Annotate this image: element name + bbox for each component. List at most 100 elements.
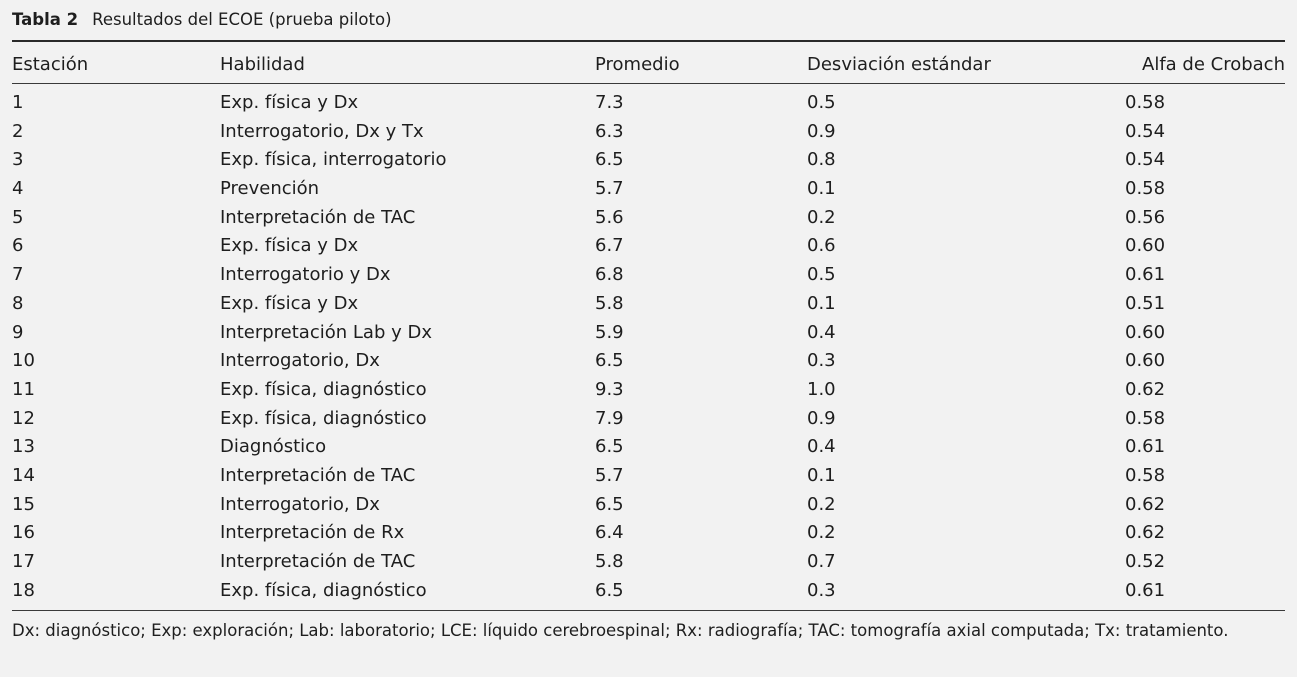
cell-promedio: 9.3 (595, 378, 624, 400)
cell-desviacion: 0.2 (807, 206, 836, 228)
cell-habilidad: Interrogatorio, Dx (220, 350, 380, 372)
cell-desviacion: 0.6 (807, 235, 836, 257)
cell-promedio: 6.4 (595, 522, 624, 544)
cell-habilidad: Exp. física, interrogatorio (220, 149, 447, 171)
cell-estacion: 15 (12, 493, 35, 515)
cell-alfa: 0.58 (1125, 92, 1166, 113)
cell-promedio: 6.5 (595, 436, 624, 458)
cell-desviacion: 0.1 (807, 178, 836, 200)
cell-desviacion: 0.7 (807, 551, 836, 572)
cell-estacion: 9 (12, 321, 24, 343)
cell-promedio: 5.7 (595, 178, 624, 200)
cell-estacion: 10 (12, 350, 35, 372)
cell-habilidad: Interpretación de TAC (220, 551, 416, 572)
cell-alfa: 0.60 (1125, 321, 1166, 343)
cell-desviacion: 0.4 (807, 321, 836, 343)
cell-estacion: 3 (12, 149, 24, 171)
cell-alfa: 0.60 (1125, 350, 1166, 372)
cell-promedio: 6.5 (595, 493, 624, 515)
table-row: 12 Exp. física, diagnóstico 7.9 0.9 0.58 (0, 406, 1297, 435)
cell-promedio: 6.5 (595, 350, 624, 372)
table-row: 8 Exp. física y Dx 5.8 0.1 0.51 (0, 291, 1297, 320)
cell-estacion: 13 (12, 436, 35, 458)
header-desviacion: Desviación estándar (807, 54, 991, 75)
table-row: 14 Interpretación de TAC 5.7 0.1 0.58 (0, 463, 1297, 492)
cell-promedio: 6.8 (595, 264, 624, 286)
cell-estacion: 16 (12, 522, 35, 544)
table-row: 9 Interpretación Lab y Dx 5.9 0.4 0.60 (0, 320, 1297, 349)
cell-habilidad: Interrogatorio, Dx y Tx (220, 120, 424, 142)
cell-alfa: 0.62 (1125, 378, 1166, 400)
table-row: 5 Interpretación de TAC 5.6 0.2 0.56 (0, 205, 1297, 234)
cell-estacion: 1 (12, 92, 24, 113)
cell-promedio: 6.7 (595, 235, 624, 257)
table-row: 11 Exp. física, diagnóstico 9.3 1.0 0.62 (0, 377, 1297, 406)
header-alfa: Alfa de Crobach (1142, 54, 1285, 75)
cell-promedio: 6.5 (595, 579, 624, 601)
cell-desviacion: 0.3 (807, 579, 836, 601)
cell-habilidad: Interrogatorio, Dx (220, 493, 380, 515)
table-footnote: Dx: diagnóstico; Exp: exploración; Lab: … (12, 621, 1229, 640)
cell-alfa: 0.51 (1125, 292, 1166, 314)
cell-alfa: 0.61 (1125, 579, 1166, 601)
cell-alfa: 0.62 (1125, 522, 1166, 544)
cell-alfa: 0.56 (1125, 206, 1166, 228)
cell-habilidad: Interpretación de TAC (220, 206, 416, 228)
table-title: Resultados del ECOE (prueba piloto) (92, 10, 392, 29)
table-row: 18 Exp. física, diagnóstico 6.5 0.3 0.61 (0, 578, 1297, 607)
cell-desviacion: 0.8 (807, 149, 836, 171)
cell-estacion: 14 (12, 464, 35, 486)
table-row: 6 Exp. física y Dx 6.7 0.6 0.60 (0, 233, 1297, 262)
cell-alfa: 0.62 (1125, 493, 1166, 515)
cell-estacion: 18 (12, 579, 35, 601)
cell-promedio: 5.9 (595, 321, 624, 343)
cell-habilidad: Interpretación de Rx (220, 522, 405, 544)
table-label: Tabla 2 (12, 10, 79, 29)
cell-promedio: 5.6 (595, 206, 624, 228)
cell-alfa: 0.61 (1125, 436, 1166, 458)
table-row: 13 Diagnóstico 6.5 0.4 0.61 (0, 434, 1297, 463)
table-row: 1 Exp. física y Dx 7.3 0.5 0.58 (0, 90, 1297, 119)
cell-alfa: 0.52 (1125, 551, 1166, 572)
cell-estacion: 4 (12, 178, 24, 200)
cell-desviacion: 0.9 (807, 407, 836, 429)
cell-alfa: 0.58 (1125, 407, 1166, 429)
header-promedio: Promedio (595, 54, 680, 75)
bottom-rule (12, 610, 1285, 611)
cell-alfa: 0.61 (1125, 264, 1166, 286)
cell-estacion: 2 (12, 120, 24, 142)
cell-promedio: 6.3 (595, 120, 624, 142)
cell-alfa: 0.54 (1125, 149, 1166, 171)
cell-desviacion: 0.2 (807, 522, 836, 544)
table-row: 3 Exp. física, interrogatorio 6.5 0.8 0.54 (0, 147, 1297, 176)
cell-habilidad: Interpretación Lab y Dx (220, 321, 432, 343)
cell-desviacion: 0.1 (807, 292, 836, 314)
cell-estacion: 5 (12, 206, 24, 228)
cell-desviacion: 0.5 (807, 92, 836, 113)
cell-habilidad: Prevención (220, 178, 320, 200)
header-rule (12, 83, 1285, 84)
cell-alfa: 0.60 (1125, 235, 1166, 257)
cell-habilidad: Exp. física, diagnóstico (220, 378, 427, 400)
table-row: 10 Interrogatorio, Dx 6.5 0.3 0.60 (0, 348, 1297, 377)
cell-desviacion: 0.2 (807, 493, 836, 515)
table-row: 15 Interrogatorio, Dx 6.5 0.2 0.62 (0, 492, 1297, 521)
table-row: 17 Interpretación de TAC 5.8 0.7 0.52 (0, 549, 1297, 578)
header-habilidad: Habilidad (220, 54, 305, 75)
top-rule (12, 40, 1285, 42)
cell-estacion: 17 (12, 551, 35, 572)
cell-habilidad: Exp. física y Dx (220, 92, 359, 113)
cell-habilidad: Exp. física, diagnóstico (220, 579, 427, 601)
cell-habilidad: Exp. física y Dx (220, 292, 359, 314)
cell-promedio: 7.9 (595, 407, 624, 429)
cell-alfa: 0.58 (1125, 464, 1166, 486)
cell-alfa: 0.54 (1125, 120, 1166, 142)
cell-alfa: 0.58 (1125, 178, 1166, 200)
cell-desviacion: 0.3 (807, 350, 836, 372)
cell-desviacion: 0.4 (807, 436, 836, 458)
table-header: Estación Habilidad Promedio Desviación e… (0, 50, 1297, 80)
cell-desviacion: 0.1 (807, 464, 836, 486)
cell-promedio: 5.8 (595, 551, 624, 572)
cell-habilidad: Interpretación de TAC (220, 464, 416, 486)
cell-estacion: 6 (12, 235, 24, 257)
